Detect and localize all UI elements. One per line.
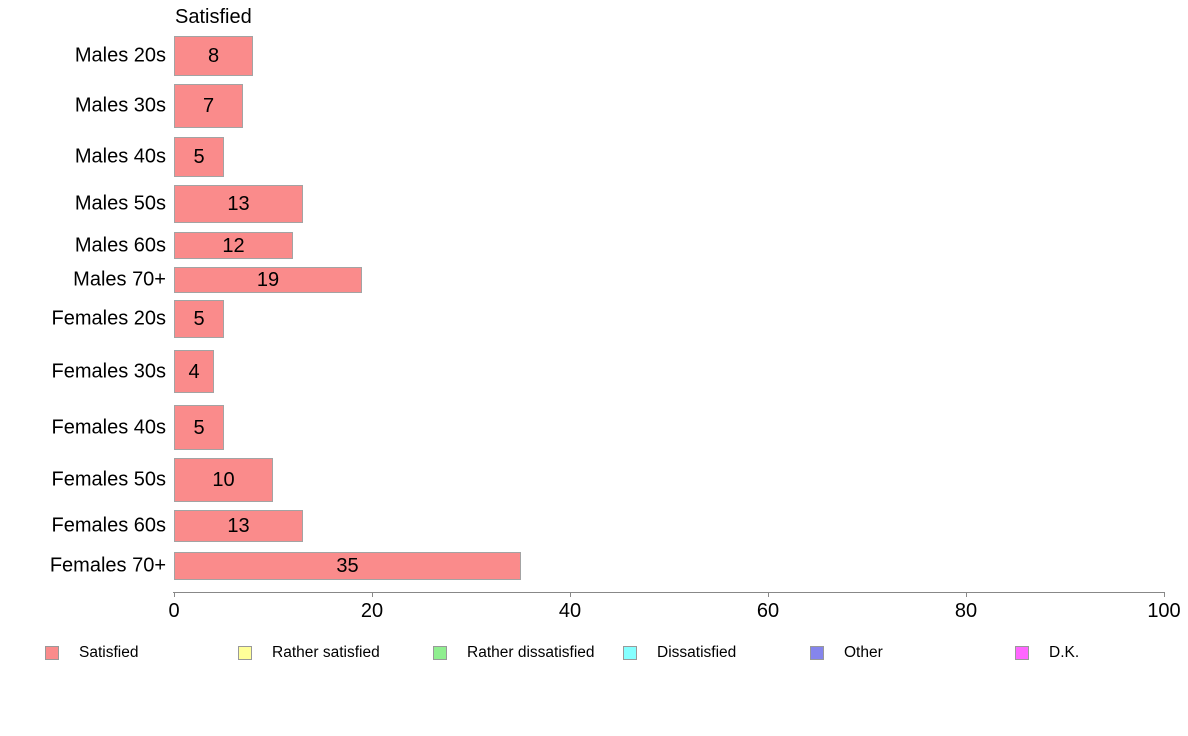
legend-swatch-dissatisfied: [623, 646, 637, 660]
bar-value-males-60s: 12: [222, 234, 245, 257]
bar-males-20s: 8: [174, 36, 253, 76]
x-axis-tick-label-80: 80: [954, 600, 978, 622]
category-label-females-60s: Females 60s: [51, 514, 167, 537]
legend-label-rather-dissatisfied: Rather dissatisfied: [467, 644, 595, 661]
x-axis-tick-40: [570, 592, 571, 597]
category-label-females-30s: Females 30s: [51, 360, 167, 382]
bar-value-males-50s: 13: [227, 193, 250, 215]
x-axis-tick-60: [768, 592, 769, 597]
category-label-males-20s: Males 20s: [74, 44, 166, 67]
legend-item-other: Other: [810, 644, 883, 661]
bar-value-males-70: 19: [256, 269, 280, 291]
legend-swatch-other: [810, 646, 824, 660]
bar-value-females-70: 35: [336, 555, 359, 577]
legend-item-dissatisfied: Dissatisfied: [623, 644, 737, 661]
category-label-males-30s: Males 30s: [74, 94, 166, 117]
legend-label-other: Other: [844, 644, 883, 661]
bar-females-70: 35: [174, 552, 521, 580]
x-axis-tick-0: [174, 592, 175, 597]
x-axis-line: [173, 592, 1165, 593]
bar-females-40s: 5: [174, 405, 224, 450]
x-axis-tick-label-60: 60: [756, 600, 780, 622]
bar-value-females-60s: 13: [227, 515, 250, 537]
legend-label-satisfied: Satisfied: [79, 644, 139, 661]
legend-swatch-d-k: [1015, 646, 1029, 660]
bar-females-20s: 5: [174, 300, 224, 338]
legend-item-satisfied: Satisfied: [45, 644, 139, 661]
category-label-males-70: Males 70+: [73, 268, 166, 291]
legend-item-rather-satisfied: Rather satisfied: [238, 644, 380, 661]
x-axis-tick-80: [966, 592, 967, 597]
bar-value-females-30s: 4: [188, 360, 200, 383]
bar-males-70: 19: [174, 267, 362, 293]
bar-value-males-40s: 5: [193, 146, 205, 168]
legend-label-dissatisfied: Dissatisfied: [657, 644, 737, 661]
category-label-males-60s: Males 60s: [74, 234, 166, 256]
legend-label-d-k: D.K.: [1049, 644, 1080, 661]
legend-label-rather-satisfied: Rather satisfied: [272, 644, 380, 661]
category-label-females-20s: Females 20s: [51, 307, 167, 330]
x-axis-tick-label-0: 0: [168, 600, 180, 622]
legend-swatch-rather-satisfied: [238, 646, 252, 660]
bar-value-females-20s: 5: [193, 308, 205, 330]
bar-females-60s: 13: [174, 510, 303, 542]
x-axis-tick-100: [1164, 592, 1165, 597]
bar-males-30s: 7: [174, 84, 243, 128]
bar-females-50s: 10: [174, 458, 273, 502]
category-label-females-70: Females 70+: [49, 554, 166, 577]
legend-item-rather-dissatisfied: Rather dissatisfied: [433, 644, 595, 661]
category-label-females-50s: Females 50s: [51, 468, 167, 491]
x-axis-tick-20: [372, 592, 373, 597]
category-label-females-40s: Females 40s: [51, 416, 167, 438]
bar-value-females-50s: 10: [212, 469, 235, 491]
bar-males-50s: 13: [174, 185, 303, 223]
legend-swatch-rather-dissatisfied: [433, 646, 447, 660]
bar-value-males-20s: 8: [207, 45, 220, 67]
bar-females-30s: 4: [174, 350, 214, 393]
legend-swatch-satisfied: [45, 646, 59, 660]
bar-males-40s: 5: [174, 137, 224, 177]
chart-title: Satisfied: [175, 6, 252, 28]
category-label-males-40s: Males 40s: [74, 145, 166, 168]
bar-value-females-40s: 5: [193, 416, 205, 439]
bar-value-males-30s: 7: [202, 95, 215, 117]
x-axis-tick-label-40: 40: [558, 600, 582, 622]
category-label-males-50s: Males 50s: [74, 192, 166, 215]
x-axis-tick-label-20: 20: [360, 600, 384, 622]
legend-item-d-k: D.K.: [1015, 644, 1080, 661]
bar-males-60s: 12: [174, 232, 293, 259]
x-axis-tick-label-100: 100: [1147, 600, 1181, 622]
